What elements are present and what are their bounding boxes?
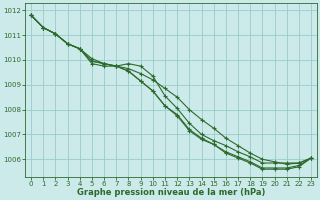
X-axis label: Graphe pression niveau de la mer (hPa): Graphe pression niveau de la mer (hPa) [77,188,265,197]
